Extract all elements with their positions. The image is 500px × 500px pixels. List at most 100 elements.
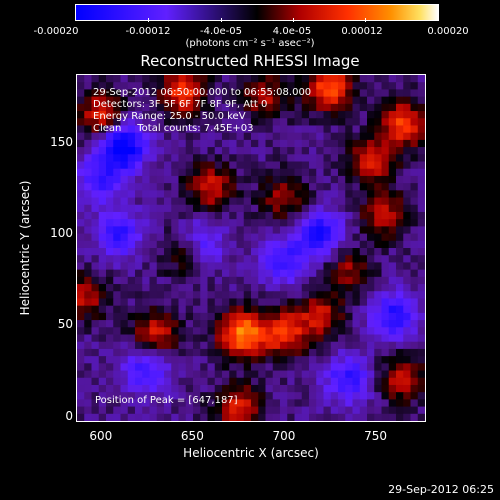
heatmap-cell xyxy=(280,75,288,83)
heatmap-cell xyxy=(345,132,354,141)
heatmap-cell xyxy=(98,219,107,227)
heatmap-cell xyxy=(243,118,252,127)
heatmap-cell xyxy=(265,226,274,235)
heatmap-cell xyxy=(301,255,310,264)
heatmap-cell xyxy=(265,240,274,249)
heatmap-cell xyxy=(178,197,187,206)
heatmap-cell xyxy=(374,341,383,350)
heatmap-cell xyxy=(396,75,404,83)
heatmap-cell xyxy=(98,226,107,235)
heatmap-cell xyxy=(84,334,93,343)
heatmap-cell xyxy=(316,255,325,264)
heatmap-cell xyxy=(120,168,129,177)
heatmap-cell xyxy=(388,276,397,285)
heatmap-cell xyxy=(381,154,390,163)
heatmap-cell xyxy=(127,125,136,134)
heatmap-cell xyxy=(301,248,310,256)
heatmap-cell xyxy=(294,248,303,256)
heatmap-cell xyxy=(185,334,194,343)
heatmap-cell xyxy=(323,161,332,170)
heatmap-cell xyxy=(294,320,303,328)
heatmap-cell xyxy=(193,118,201,127)
heatmap-cell xyxy=(374,111,383,119)
heatmap-cell xyxy=(388,392,397,400)
heatmap-cell xyxy=(280,240,288,249)
heatmap-cell xyxy=(294,82,303,91)
heatmap-cell xyxy=(251,406,259,415)
heatmap-cell xyxy=(193,341,201,350)
heatmap-cell xyxy=(127,377,136,386)
heatmap-cell xyxy=(200,219,209,227)
heatmap-cell xyxy=(193,132,201,141)
heatmap-cell xyxy=(149,183,158,191)
heatmap-cell xyxy=(229,89,238,98)
heatmap-cell xyxy=(417,118,425,127)
heatmap-cell xyxy=(381,226,390,235)
heatmap-cell xyxy=(185,363,194,372)
heatmap-cell xyxy=(359,413,368,421)
heatmap-cell xyxy=(127,269,136,278)
heatmap-cell xyxy=(294,154,303,163)
heatmap-cell xyxy=(338,161,346,170)
heatmap-cell xyxy=(243,312,252,321)
heatmap-cell xyxy=(222,161,230,170)
heatmap-cell xyxy=(113,356,122,364)
heatmap-cell xyxy=(410,175,419,184)
heatmap-cell xyxy=(359,298,368,307)
heatmap-cell xyxy=(345,327,354,336)
heatmap-cell xyxy=(272,233,281,242)
heatmap-cell xyxy=(127,103,136,112)
heatmap-cell xyxy=(98,399,107,408)
heatmap-cell xyxy=(222,219,230,227)
heatmap-cell xyxy=(294,377,303,386)
heatmap-cell xyxy=(229,111,238,119)
heatmap-cell xyxy=(98,284,107,292)
heatmap-cell xyxy=(410,147,419,155)
heatmap-cell xyxy=(272,103,281,112)
heatmap-cell xyxy=(164,305,172,314)
heatmap-cell xyxy=(243,255,252,264)
heatmap-cell xyxy=(156,204,165,213)
heatmap-cell xyxy=(323,291,332,300)
heatmap-cell xyxy=(200,103,209,112)
heatmap-cell xyxy=(403,356,412,364)
heatmap-cell xyxy=(280,305,288,314)
heatmap-cell xyxy=(77,233,85,242)
heatmap-cell xyxy=(156,132,165,141)
heatmap-cell xyxy=(236,370,245,379)
heatmap-cell xyxy=(403,154,412,163)
heatmap-cell xyxy=(229,211,238,220)
heatmap-cell xyxy=(301,75,310,83)
heatmap-cell xyxy=(330,240,339,249)
heatmap-cell xyxy=(207,204,216,213)
heatmap-cell xyxy=(185,413,194,421)
heatmap-cell xyxy=(396,356,404,364)
heatmap-cell xyxy=(91,363,100,372)
heatmap-cell xyxy=(396,320,404,328)
heatmap-cell xyxy=(236,219,245,227)
heatmap-cell xyxy=(258,312,267,321)
heatmap-cell xyxy=(113,298,122,307)
heatmap-cell xyxy=(381,233,390,242)
heatmap-cell xyxy=(185,276,194,285)
heatmap-cell xyxy=(236,327,245,336)
heatmap-cell xyxy=(265,197,274,206)
heatmap-cell xyxy=(367,168,375,177)
heatmap-cell xyxy=(127,139,136,148)
heatmap-cell xyxy=(135,118,143,127)
heatmap-cell xyxy=(106,269,114,278)
heatmap-cell xyxy=(91,111,100,119)
heatmap-cell xyxy=(214,226,223,235)
colorbar-tick-label: -4.0e-05 xyxy=(200,26,242,37)
heatmap-cell xyxy=(287,320,296,328)
heatmap-cell xyxy=(417,89,425,98)
heatmap-cell xyxy=(265,125,274,134)
heatmap-cell xyxy=(280,111,288,119)
heatmap-cell xyxy=(381,175,390,184)
heatmap-cell xyxy=(164,175,172,184)
heatmap-cell xyxy=(185,312,194,321)
heatmap-cell xyxy=(410,183,419,191)
heatmap-cell xyxy=(207,219,216,227)
heatmap-cell xyxy=(280,370,288,379)
heatmap-cell xyxy=(84,125,93,134)
